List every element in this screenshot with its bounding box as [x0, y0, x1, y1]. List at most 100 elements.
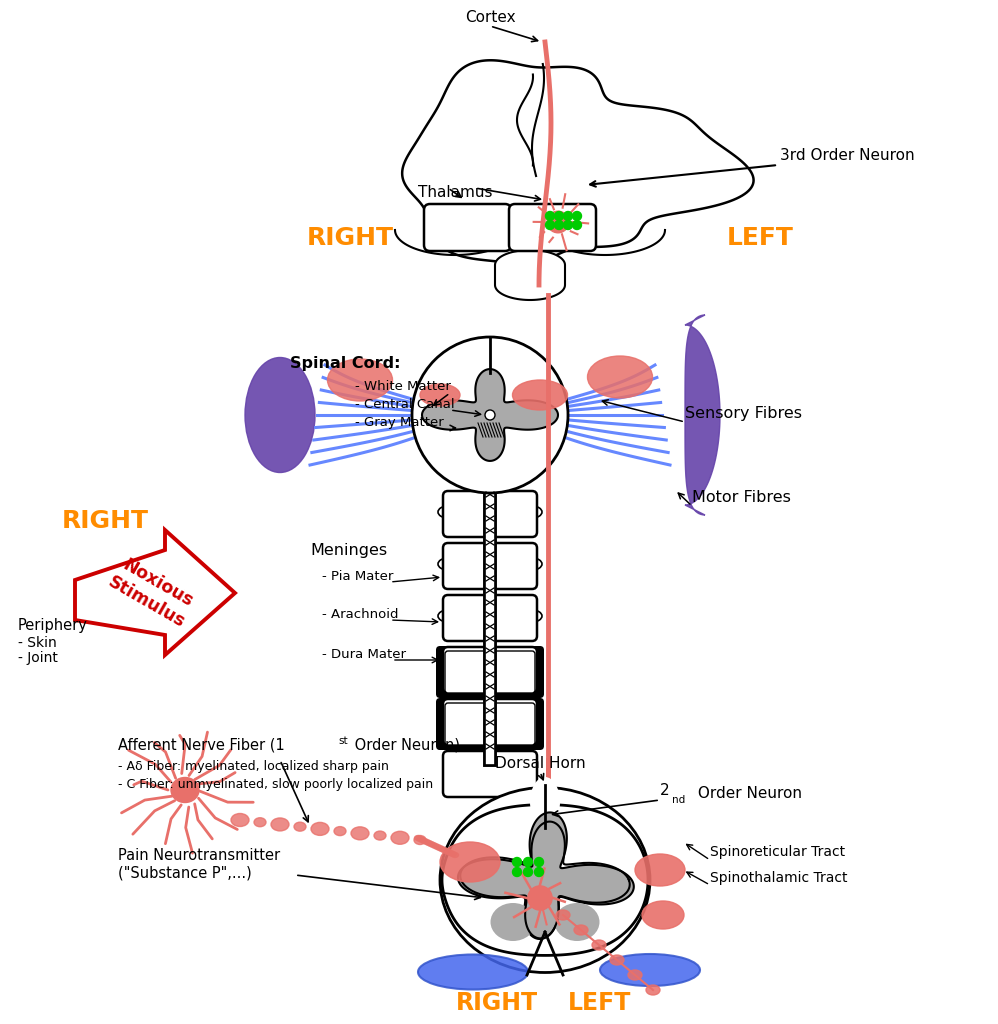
Circle shape	[555, 212, 564, 220]
Text: Dorsal Horn: Dorsal Horn	[495, 756, 585, 771]
Circle shape	[535, 867, 544, 877]
Polygon shape	[422, 369, 558, 461]
Ellipse shape	[438, 558, 458, 570]
Text: - Dura Mater: - Dura Mater	[322, 648, 406, 662]
Ellipse shape	[420, 384, 460, 406]
Circle shape	[555, 220, 564, 229]
Circle shape	[546, 212, 555, 220]
Text: - Joint: - Joint	[18, 651, 58, 665]
Ellipse shape	[231, 813, 249, 826]
Polygon shape	[458, 812, 634, 939]
Ellipse shape	[451, 853, 458, 857]
Ellipse shape	[434, 845, 441, 850]
Ellipse shape	[440, 842, 500, 882]
Text: nd: nd	[672, 795, 686, 805]
Polygon shape	[685, 315, 720, 515]
Text: Noxious
Stimulus: Noxious Stimulus	[105, 554, 200, 632]
Ellipse shape	[427, 842, 434, 847]
Ellipse shape	[441, 848, 448, 853]
Text: - Gray Matter: - Gray Matter	[355, 416, 444, 429]
Circle shape	[412, 337, 568, 493]
FancyBboxPatch shape	[443, 490, 537, 537]
Text: RIGHT: RIGHT	[306, 226, 393, 250]
Ellipse shape	[490, 903, 536, 941]
Ellipse shape	[432, 844, 439, 849]
Text: - Pia Mater: - Pia Mater	[322, 570, 393, 583]
Text: - Arachnoid: - Arachnoid	[322, 608, 398, 621]
Ellipse shape	[351, 826, 369, 840]
Text: Spinal Cord:: Spinal Cord:	[290, 356, 400, 371]
Ellipse shape	[245, 357, 315, 472]
Ellipse shape	[635, 854, 685, 886]
Text: - Skin: - Skin	[18, 636, 57, 650]
Ellipse shape	[555, 903, 600, 941]
Circle shape	[535, 857, 544, 866]
Ellipse shape	[522, 610, 542, 622]
FancyBboxPatch shape	[436, 698, 544, 750]
FancyBboxPatch shape	[443, 543, 537, 589]
FancyBboxPatch shape	[445, 651, 535, 693]
Ellipse shape	[391, 831, 409, 844]
Text: Meninges: Meninges	[310, 543, 387, 558]
Text: Order Neuron: Order Neuron	[693, 786, 802, 801]
Text: Thalamus: Thalamus	[418, 185, 492, 200]
Ellipse shape	[592, 940, 606, 950]
Circle shape	[573, 212, 582, 220]
Ellipse shape	[513, 380, 568, 410]
Ellipse shape	[445, 850, 452, 854]
Text: - White Matter: - White Matter	[355, 380, 451, 393]
Ellipse shape	[374, 831, 386, 840]
Circle shape	[485, 410, 495, 420]
Ellipse shape	[334, 826, 346, 836]
Ellipse shape	[646, 985, 660, 995]
Ellipse shape	[421, 839, 428, 844]
Ellipse shape	[171, 777, 199, 803]
Text: RIGHT: RIGHT	[456, 991, 538, 1015]
Ellipse shape	[440, 787, 650, 973]
Text: ("Substance P",...): ("Substance P",...)	[118, 866, 251, 881]
Ellipse shape	[418, 954, 528, 989]
Text: LEFT: LEFT	[727, 226, 793, 250]
Text: LEFT: LEFT	[568, 991, 632, 1015]
Text: 2: 2	[660, 783, 670, 798]
Ellipse shape	[438, 610, 458, 622]
FancyBboxPatch shape	[509, 204, 596, 251]
Ellipse shape	[254, 818, 266, 826]
Circle shape	[547, 211, 569, 232]
Ellipse shape	[449, 852, 456, 856]
Ellipse shape	[430, 843, 437, 848]
Text: Order Neuron): Order Neuron)	[350, 738, 460, 753]
Ellipse shape	[414, 836, 426, 845]
Ellipse shape	[327, 359, 392, 401]
Polygon shape	[402, 60, 753, 263]
FancyBboxPatch shape	[424, 204, 511, 251]
Ellipse shape	[423, 840, 430, 845]
Ellipse shape	[447, 851, 454, 855]
Text: - C Fiber: unmyelinated, slow poorly localized pain: - C Fiber: unmyelinated, slow poorly loc…	[118, 778, 433, 791]
Ellipse shape	[425, 841, 432, 846]
Ellipse shape	[271, 818, 289, 830]
Text: 3rd Order Neuron: 3rd Order Neuron	[780, 148, 914, 163]
Text: Periphery: Periphery	[18, 618, 88, 633]
Text: RIGHT: RIGHT	[62, 509, 149, 534]
Ellipse shape	[600, 954, 700, 986]
Circle shape	[573, 220, 582, 229]
Circle shape	[524, 857, 533, 866]
Ellipse shape	[443, 849, 450, 853]
Text: - Central Canal: - Central Canal	[355, 398, 455, 411]
Polygon shape	[75, 530, 235, 655]
Ellipse shape	[522, 558, 542, 570]
Circle shape	[513, 867, 522, 877]
FancyBboxPatch shape	[443, 699, 537, 745]
Text: Sensory Fibres: Sensory Fibres	[685, 406, 802, 421]
Polygon shape	[495, 250, 565, 300]
Ellipse shape	[294, 822, 306, 831]
Circle shape	[546, 220, 555, 229]
Polygon shape	[442, 805, 648, 955]
Ellipse shape	[574, 925, 588, 935]
Circle shape	[513, 857, 522, 866]
Ellipse shape	[419, 838, 426, 843]
Ellipse shape	[438, 506, 458, 518]
Ellipse shape	[311, 822, 329, 836]
Ellipse shape	[530, 777, 560, 827]
